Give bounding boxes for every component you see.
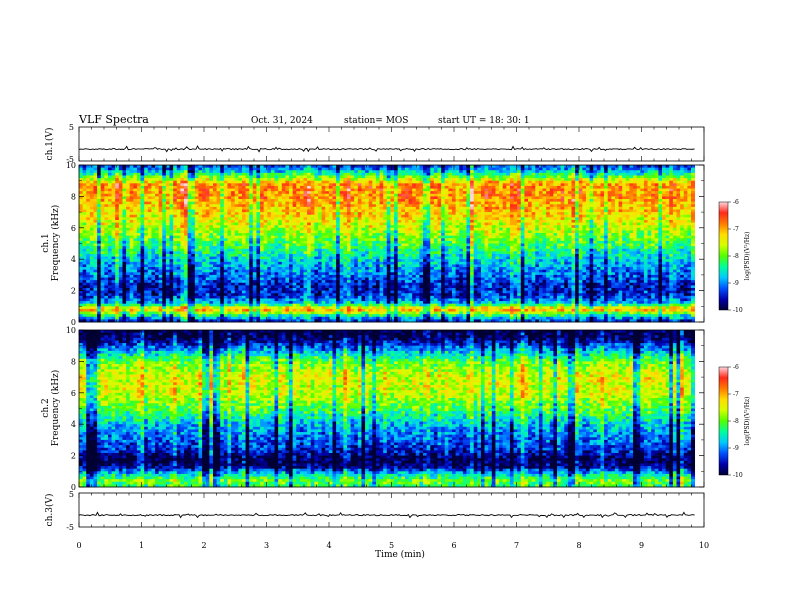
ytick-label: 8: [71, 192, 76, 201]
ytick-label: 6: [71, 224, 76, 233]
ytick-label: 6: [71, 389, 76, 398]
xtick-label: 2: [201, 541, 206, 550]
xtick-label: 0: [76, 541, 81, 550]
x-axis-label: Time (min): [375, 549, 425, 560]
ytick-label: 4: [71, 255, 76, 264]
colorbar-tick-label: -6: [733, 364, 739, 371]
ch3-ytick-label-5: 5: [69, 490, 74, 499]
ytick-label: 2: [71, 287, 76, 296]
ch1-waveform-frame: [78, 126, 705, 162]
ch1-waveform-ylabel: ch.1(V): [44, 128, 55, 161]
colorbar-tick-label: -9: [733, 445, 739, 452]
colorbar-tick-label: -8: [733, 253, 739, 260]
header-start-ut: start UT = 18: 30: 1: [438, 116, 530, 126]
figure-title: VLF Spectra: [78, 113, 149, 126]
ch1-ytick-label-5: 5: [69, 123, 74, 132]
colorbar-tick-label: -7: [733, 391, 739, 398]
ch1-spectrogram-heatmap: [79, 165, 696, 323]
colorbar-tick-label: -8: [733, 418, 739, 425]
ch1-colorbar: -6 -7 -8 -9 -10 log(PSD)(V²/Hz): [718, 199, 751, 314]
ch1-colorbar-scale: [718, 201, 729, 311]
ch2-colorbar-label: log(PSD)(V²/Hz): [744, 397, 751, 446]
ch2-colorbar: -6 -7 -8 -9 -10 log(PSD)(V²/Hz): [718, 364, 751, 479]
xtick-label: 9: [639, 541, 644, 550]
ytick-label: 8: [71, 357, 76, 366]
ch1-spectrogram-ylabel-frequency: Frequency (kHz): [50, 205, 61, 282]
ch3-waveform-panel: 5 -5 ch.3(V) 0 1 2 3 4 5 6 7 8 9 10 Time (min): [44, 490, 709, 560]
ytick-label: 0: [71, 483, 76, 492]
xtick-label: 3: [264, 541, 269, 550]
xtick-label: 4: [326, 541, 331, 550]
header-date: Oct. 31, 2024: [251, 116, 313, 126]
colorbar-tick-label: -10: [733, 472, 743, 479]
ch2-spectrogram-ylabel-channel: ch.2: [41, 398, 51, 417]
ytick-label: 4: [71, 420, 76, 429]
ch3-waveform-trace: [78, 511, 695, 519]
xtick-label: 7: [514, 541, 519, 550]
ytick-label: 10: [66, 161, 76, 170]
colorbar-tick-label: -10: [733, 307, 743, 314]
ch3-ytick-label-neg5: -5: [66, 523, 74, 532]
ytick-label: 2: [71, 452, 76, 461]
ytick-label: 0: [71, 318, 76, 327]
xtick-label: 1: [139, 541, 144, 550]
ytick-label: 10: [66, 326, 76, 335]
ch1-spectrogram-panel: 0 2 4 6 8 10 ch.1 Frequency (kHz): [41, 161, 705, 327]
xtick-label: 10: [699, 541, 709, 550]
ch2-spectrogram-panel: 0 2 4 6 8 10 ch.2 Frequency (kHz): [41, 326, 705, 492]
ch1-spectrogram-ylabel-channel: ch.1: [41, 233, 51, 252]
ch1-waveform-panel: 5 -5 ch.1(V): [44, 123, 705, 164]
ch1-waveform-trace: [78, 145, 695, 153]
xtick-label: 8: [576, 541, 581, 550]
ch2-spectrogram-heatmap: [79, 330, 696, 488]
ch3-waveform-frame: [78, 492, 705, 528]
xtick-label: 6: [451, 541, 456, 550]
ch2-colorbar-scale: [718, 366, 729, 476]
colorbar-tick-label: -9: [733, 280, 739, 287]
colorbar-tick-label: -6: [733, 199, 739, 206]
ch2-spectrogram-ylabel-frequency: Frequency (kHz): [50, 370, 61, 447]
colorbar-tick-label: -7: [733, 226, 739, 233]
ch3-waveform-ylabel: ch.3(V): [44, 494, 55, 527]
header-station: station= MOS: [344, 116, 408, 126]
ch1-colorbar-label: log(PSD)(V²/Hz): [744, 232, 751, 281]
ch1-ytick-label-neg5: -5: [66, 155, 74, 164]
xtick-label: 5: [389, 541, 394, 550]
